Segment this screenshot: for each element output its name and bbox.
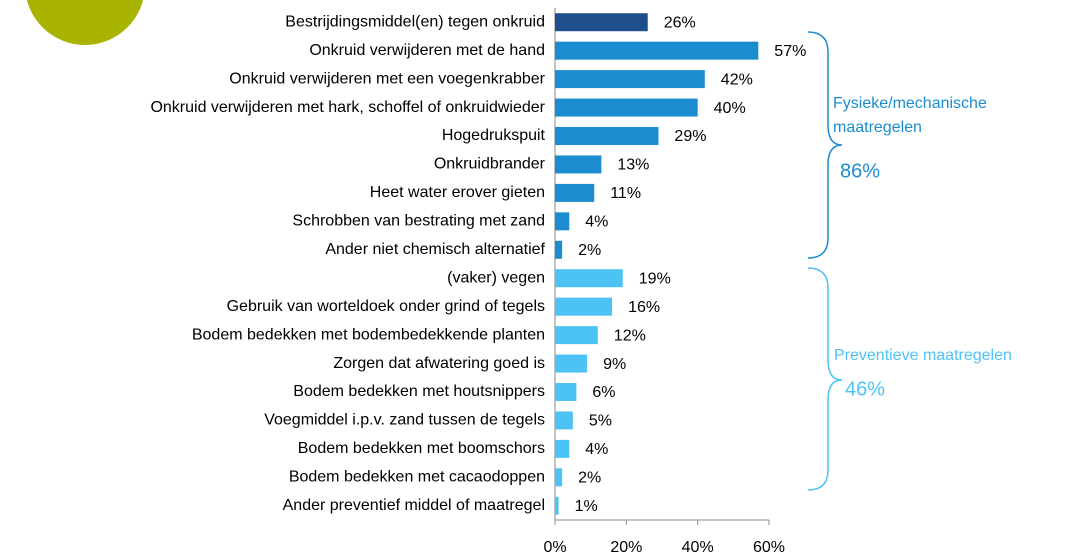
value-label: 19% bbox=[639, 270, 671, 287]
bar bbox=[555, 127, 659, 145]
annotation-label: Fysieke/mechanische bbox=[833, 95, 987, 112]
bar bbox=[555, 240, 563, 259]
bar bbox=[555, 326, 598, 345]
bar bbox=[555, 70, 705, 89]
value-label: 5% bbox=[589, 413, 612, 430]
y-tick-label: Bodem bedekken met houtsnippers bbox=[293, 383, 545, 400]
annotation-label: Preventieve maatregelen bbox=[834, 347, 1012, 364]
bar bbox=[555, 41, 759, 60]
value-label: 2% bbox=[578, 470, 601, 487]
y-tick-label: Onkruidbrander bbox=[434, 156, 546, 173]
bar bbox=[555, 468, 563, 487]
value-label: 42% bbox=[721, 71, 753, 88]
x-tick-label: 20% bbox=[610, 539, 642, 556]
y-tick-label: (vaker) vegen bbox=[447, 269, 545, 286]
y-tick-label: Zorgen dat afwatering goed is bbox=[333, 355, 545, 372]
bar bbox=[555, 439, 570, 458]
y-tick-label: Bodem bedekken met bodembedekkende plant… bbox=[192, 326, 545, 343]
value-label: 13% bbox=[617, 157, 649, 174]
value-label: 1% bbox=[575, 498, 598, 515]
x-tick-label: 0% bbox=[543, 539, 566, 556]
bar bbox=[555, 354, 588, 373]
bar bbox=[555, 155, 602, 174]
bar bbox=[555, 411, 573, 430]
bar bbox=[555, 98, 698, 117]
y-tick-label: Onkruid verwijderen met een voegenkrabbe… bbox=[229, 70, 545, 87]
value-label: 29% bbox=[674, 128, 706, 145]
y-tick-label: Voegmiddel i.p.v. zand tussen de tegels bbox=[264, 412, 545, 429]
value-label: 2% bbox=[578, 242, 601, 259]
y-tick-label: Hogedrukspuit bbox=[442, 127, 546, 144]
bar bbox=[555, 383, 577, 401]
y-tick-label: Ander preventief middel of maatregel bbox=[283, 497, 545, 514]
value-label: 6% bbox=[592, 384, 615, 401]
value-label: 4% bbox=[585, 214, 608, 231]
annotation-total: 86% bbox=[840, 160, 880, 182]
bar bbox=[555, 183, 595, 202]
y-tick-label: Onkruid verwijderen met de hand bbox=[309, 42, 545, 59]
y-tick-label: Schrobben van bestrating met zand bbox=[292, 213, 545, 230]
y-tick-label: Bodem bedekken met cacaodoppen bbox=[289, 469, 545, 486]
value-label: 57% bbox=[774, 43, 806, 60]
value-label: 12% bbox=[614, 327, 646, 344]
bracket bbox=[807, 31, 843, 259]
y-tick-label: Heet water erover gieten bbox=[370, 184, 545, 201]
bar bbox=[555, 496, 559, 515]
y-tick-label: Bodem bedekken met boomschors bbox=[298, 440, 545, 457]
x-tick-label: 60% bbox=[753, 539, 785, 556]
value-label: 16% bbox=[628, 299, 660, 316]
value-label: 26% bbox=[664, 14, 696, 31]
value-label: 11% bbox=[610, 185, 641, 202]
value-label: 4% bbox=[585, 441, 608, 458]
value-label: 9% bbox=[603, 356, 626, 373]
bar bbox=[555, 13, 648, 32]
x-tick-label: 40% bbox=[682, 539, 714, 556]
y-tick-label: Bestrijdingsmiddel(en) tegen onkruid bbox=[285, 13, 545, 30]
y-tick-label: Ander niet chemisch alternatief bbox=[325, 241, 545, 258]
bar bbox=[555, 269, 623, 288]
y-tick-label: Onkruid verwijderen met hark, schoffel o… bbox=[150, 99, 545, 116]
y-tick-label: Gebruik van worteldoek onder grind of te… bbox=[227, 298, 545, 315]
annotation-total: 46% bbox=[845, 378, 885, 400]
bracket bbox=[807, 267, 843, 491]
annotation-label: maatregelen bbox=[833, 119, 922, 136]
value-label: 40% bbox=[714, 100, 746, 117]
bar bbox=[555, 212, 570, 231]
bar bbox=[555, 297, 613, 316]
decoration-circle bbox=[26, 0, 144, 45]
